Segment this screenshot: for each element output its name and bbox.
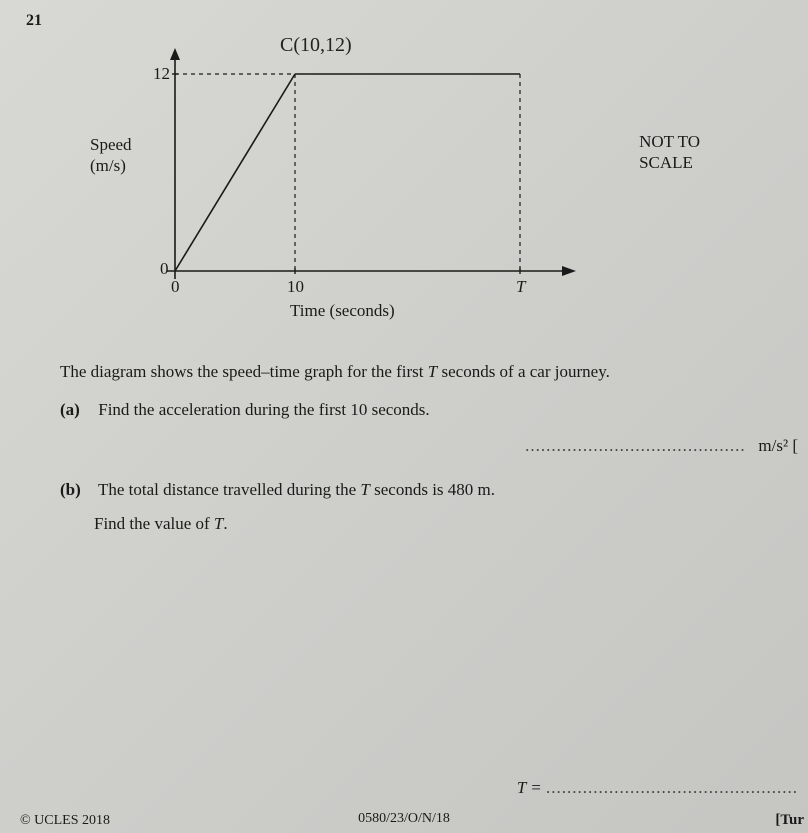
part-b-line2: Find the value of T. <box>94 514 228 534</box>
part-a-text: Find the acceleration during the first 1… <box>98 400 429 419</box>
svg-text:0: 0 <box>171 277 180 296</box>
part-b: (b) The total distance travelled during … <box>60 480 495 500</box>
speed-time-chart: 12 0 0 10 T C(10,12) Speed (m/s) Time (s… <box>90 36 700 326</box>
part-a-label: (a) <box>60 400 94 420</box>
handwritten-annotation: C(10,12) <box>280 34 352 57</box>
answer-line-b: T = ....................................… <box>517 778 798 798</box>
question-description: The diagram shows the speed–time graph f… <box>60 362 760 382</box>
answer-line-a: ........................................… <box>525 436 798 456</box>
not-to-scale: NOT TO SCALE <box>639 131 700 174</box>
chart-svg: 12 0 0 10 T <box>90 36 700 326</box>
part-a: (a) Find the acceleration during the fir… <box>60 400 430 420</box>
y-axis-label: Speed (m/s) <box>90 134 132 177</box>
page-number: 21 <box>26 12 42 30</box>
footer-turn: [Tur <box>775 812 804 829</box>
svg-text:12: 12 <box>153 64 170 83</box>
svg-text:T: T <box>516 277 527 296</box>
svg-text:10: 10 <box>287 277 304 296</box>
svg-text:0: 0 <box>160 259 169 278</box>
part-b-label: (b) <box>60 480 94 500</box>
footer-reference: 0580/23/O/N/18 <box>0 811 808 827</box>
x-axis-label: Time (seconds) <box>290 301 395 321</box>
